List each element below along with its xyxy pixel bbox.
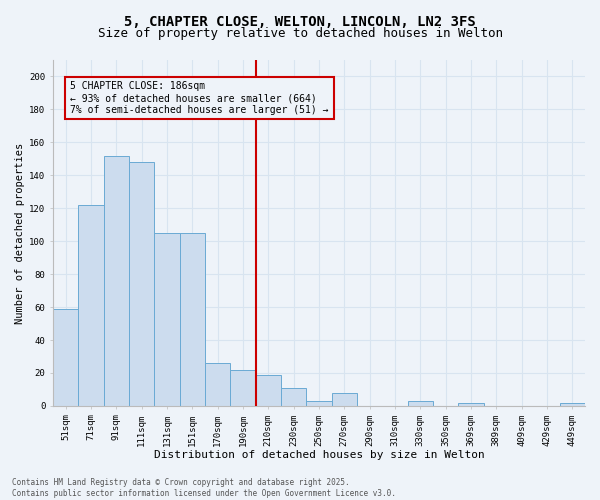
X-axis label: Distribution of detached houses by size in Welton: Distribution of detached houses by size … (154, 450, 484, 460)
Bar (407, 401, 433, 406)
Bar (256, 374, 281, 406)
Bar (332, 393, 357, 406)
Bar (560, 402, 585, 406)
Bar (78, 205, 104, 406)
Bar (205, 363, 230, 406)
Bar (458, 402, 484, 406)
Text: Size of property relative to detached houses in Welton: Size of property relative to detached ho… (97, 28, 503, 40)
Text: Contains HM Land Registry data © Crown copyright and database right 2025.
Contai: Contains HM Land Registry data © Crown c… (12, 478, 396, 498)
Y-axis label: Number of detached properties: Number of detached properties (15, 142, 25, 324)
Bar (281, 388, 306, 406)
Bar (179, 233, 205, 406)
Text: 5, CHAPTER CLOSE, WELTON, LINCOLN, LN2 3FS: 5, CHAPTER CLOSE, WELTON, LINCOLN, LN2 3… (124, 15, 476, 29)
Bar (230, 370, 256, 406)
Text: 5 CHAPTER CLOSE: 186sqm
← 93% of detached houses are smaller (664)
7% of semi-de: 5 CHAPTER CLOSE: 186sqm ← 93% of detache… (70, 82, 329, 114)
Bar (104, 156, 129, 406)
Bar (154, 233, 179, 406)
Bar (129, 162, 154, 406)
Bar (306, 401, 332, 406)
Bar (53, 309, 78, 406)
